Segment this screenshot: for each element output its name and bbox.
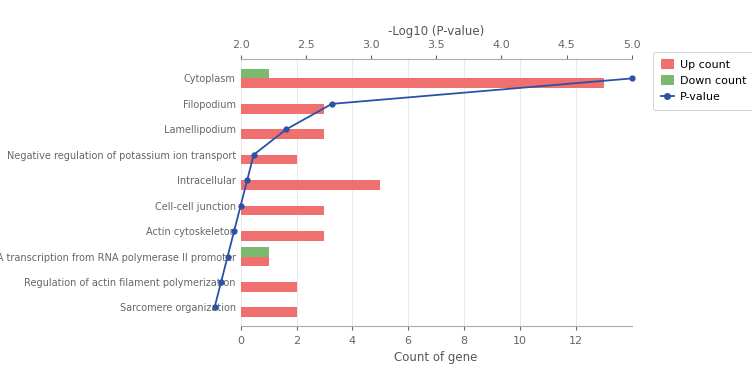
Bar [241, 78, 604, 88]
Bar [241, 155, 296, 164]
Bar [241, 247, 268, 256]
Bar [241, 69, 268, 78]
Bar [241, 231, 324, 241]
Bar [241, 256, 268, 266]
Bar [241, 104, 324, 114]
Bar [241, 206, 324, 215]
Bar [241, 282, 296, 292]
Bar [241, 308, 296, 317]
X-axis label: Count of gene: Count of gene [395, 351, 478, 364]
Bar [241, 129, 324, 139]
Legend: Up count, Down count, P-value: Up count, Down count, P-value [653, 52, 752, 109]
Bar [241, 180, 381, 190]
X-axis label: -Log10 (P-value): -Log10 (P-value) [388, 25, 484, 38]
